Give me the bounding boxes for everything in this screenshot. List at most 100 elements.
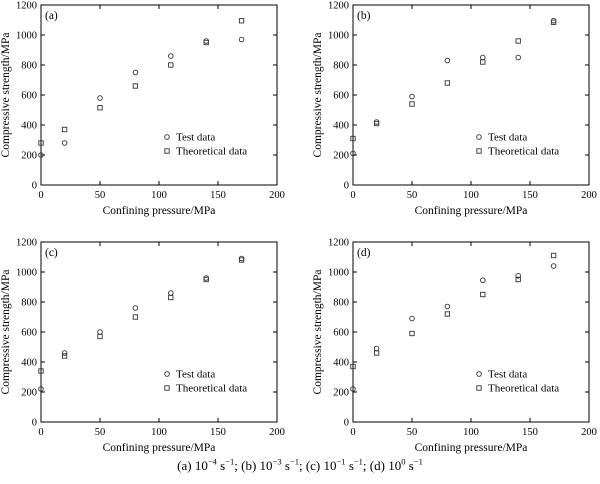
caption-unit: s bbox=[216, 458, 226, 474]
y-tick-label: 800 bbox=[21, 61, 37, 72]
caption-label: (b) bbox=[241, 458, 260, 474]
caption-unit-exponent: −1 bbox=[353, 457, 363, 467]
panel-label: (b) bbox=[357, 10, 371, 22]
theoretical-data-point bbox=[132, 83, 139, 89]
caption-item-a: (a) 10−4 s−1; bbox=[177, 457, 241, 474]
caption-unit-exponent: −1 bbox=[225, 457, 235, 467]
legend-theory-label: Theoretical data bbox=[176, 146, 247, 158]
x-tick-label: 50 bbox=[407, 190, 418, 201]
legend-circle-marker bbox=[164, 371, 170, 377]
y-tick-label: 400 bbox=[333, 358, 349, 369]
theoretical-data-point bbox=[203, 39, 209, 46]
caption-separator: ; bbox=[362, 458, 370, 474]
theoretical-data-point bbox=[350, 135, 356, 142]
x-tick-label: 100 bbox=[151, 427, 167, 438]
y-tick-label: 600 bbox=[333, 328, 349, 339]
chart-panel-b: 0 50 100 150 200 0 200 400 600 800 1000 1200 Confini… bbox=[312, 1, 597, 218]
theoretical-data-point bbox=[97, 105, 103, 111]
chart-panel-d: 0 50 100 150 200 0 200 400 600 800 1000 1200 Confini… bbox=[312, 238, 597, 455]
legend-test-label: Test data bbox=[176, 369, 215, 381]
y-tick-label: 1000 bbox=[16, 268, 37, 279]
x-tick-label: 100 bbox=[463, 427, 479, 438]
x-axis-title: Confining pressure/MPa bbox=[415, 442, 528, 454]
theoretical-data-point bbox=[515, 276, 521, 283]
y-tick-label: 1000 bbox=[328, 268, 349, 279]
caption-label: (a) bbox=[177, 458, 195, 474]
y-tick-label: 1000 bbox=[328, 31, 349, 42]
x-tick-label: 50 bbox=[95, 190, 106, 201]
test-data-point bbox=[480, 54, 486, 61]
chart-panel-a: 0 50 100 150 200 0 200 400 600 800 1000 1200 Confini… bbox=[0, 1, 285, 218]
test-data-point bbox=[38, 386, 44, 392]
caption-exponent: −1 bbox=[336, 457, 346, 467]
y-tick-label: 600 bbox=[21, 91, 37, 102]
theoretical-data-point bbox=[61, 126, 68, 133]
theoretical-data-point bbox=[168, 294, 174, 301]
y-tick-label: 200 bbox=[21, 388, 37, 399]
plot-frame bbox=[40, 241, 278, 423]
caption-base: 10 bbox=[323, 458, 337, 474]
y-tick-label: 1000 bbox=[16, 31, 37, 42]
y-tick-label: 1200 bbox=[16, 238, 37, 249]
y-axis-title: Compressive strength/MPa bbox=[0, 33, 12, 158]
x-tick-label: 0 bbox=[350, 427, 355, 438]
theoretical-data-point bbox=[480, 291, 486, 298]
y-tick-label: 200 bbox=[21, 151, 37, 162]
test-data-point bbox=[61, 140, 68, 146]
theoretical-data-point bbox=[38, 140, 44, 146]
x-tick-label: 0 bbox=[38, 427, 43, 438]
test-data-point bbox=[132, 305, 139, 311]
y-tick-label: 0 bbox=[344, 181, 349, 192]
test-data-point bbox=[168, 53, 174, 59]
caption-label: (c) bbox=[305, 458, 324, 474]
caption-base: 10 bbox=[194, 458, 208, 474]
caption-exponent: −3 bbox=[272, 457, 282, 467]
theoretical-data-point bbox=[409, 330, 415, 337]
test-data-point bbox=[97, 329, 103, 335]
y-axis-title: Compressive strength/MPa bbox=[312, 270, 324, 395]
y-tick-label: 0 bbox=[344, 418, 349, 429]
x-tick-label: 200 bbox=[581, 427, 597, 438]
caption-unit: s bbox=[345, 458, 354, 474]
y-tick-label: 400 bbox=[21, 358, 37, 369]
test-data-point bbox=[203, 38, 209, 44]
theoretical-data-point bbox=[373, 120, 380, 127]
caption-item-c: (c) 10−1 s−1; bbox=[305, 457, 370, 474]
y-tick-label: 400 bbox=[21, 121, 37, 132]
caption-item-d: (d) 100 s−1 bbox=[369, 457, 423, 474]
x-tick-label: 100 bbox=[151, 190, 167, 201]
test-data-point bbox=[409, 93, 415, 100]
theoretical-data-point bbox=[238, 18, 245, 24]
theoretical-data-point bbox=[550, 19, 557, 25]
test-data-point bbox=[350, 150, 356, 157]
test-data-point bbox=[132, 69, 139, 76]
test-data-point bbox=[350, 386, 356, 392]
x-tick-label: 200 bbox=[269, 427, 285, 438]
caption-label: (d) bbox=[369, 458, 389, 474]
caption-unit: s bbox=[281, 458, 290, 474]
test-data-point bbox=[373, 119, 380, 125]
x-tick-label: 100 bbox=[463, 190, 479, 201]
test-data-point bbox=[550, 18, 557, 24]
legend-test-label: Test data bbox=[176, 132, 215, 144]
test-data-point bbox=[444, 57, 451, 64]
x-tick-label: 50 bbox=[407, 427, 418, 438]
legend-square-marker bbox=[476, 148, 482, 154]
test-data-point bbox=[515, 54, 521, 61]
legend-square-marker bbox=[164, 385, 170, 391]
panel-label: (a) bbox=[45, 10, 58, 22]
theoretical-data-point bbox=[168, 62, 174, 68]
plot-frame bbox=[352, 4, 590, 186]
y-tick-label: 200 bbox=[333, 151, 349, 162]
y-tick-label: 1200 bbox=[328, 1, 349, 12]
x-tick-label: 150 bbox=[522, 427, 538, 438]
caption-unit-exponent: −1 bbox=[289, 457, 299, 467]
theoretical-data-point bbox=[350, 363, 356, 370]
test-data-point bbox=[373, 345, 380, 352]
legend-test-label: Test data bbox=[488, 132, 527, 144]
test-data-point bbox=[409, 315, 415, 322]
caption-item-b: (b) 10−3 s−1; bbox=[241, 457, 306, 474]
legend-circle-marker bbox=[164, 134, 170, 140]
caption-unit-exponent: −1 bbox=[413, 457, 423, 467]
